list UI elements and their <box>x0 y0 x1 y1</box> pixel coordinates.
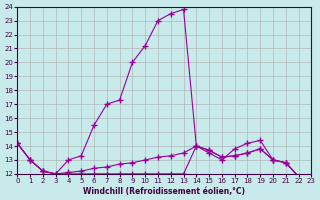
X-axis label: Windchill (Refroidissement éolien,°C): Windchill (Refroidissement éolien,°C) <box>84 187 245 196</box>
